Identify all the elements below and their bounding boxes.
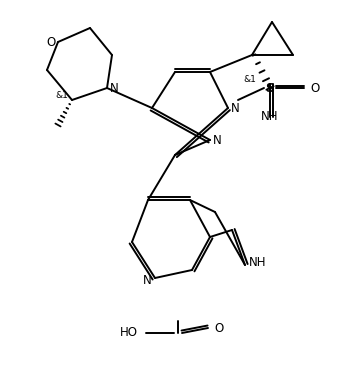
Text: &1: &1 <box>244 75 256 85</box>
Text: NH: NH <box>249 256 267 269</box>
Text: N: N <box>213 134 221 146</box>
Text: O: O <box>214 322 224 335</box>
Text: N: N <box>230 102 239 114</box>
Text: N: N <box>142 275 151 287</box>
Text: N: N <box>110 81 118 95</box>
Text: O: O <box>46 35 56 49</box>
Text: HO: HO <box>120 326 138 340</box>
Text: S: S <box>266 81 275 95</box>
Text: &1: &1 <box>56 92 68 100</box>
Text: NH: NH <box>261 110 279 124</box>
Text: O: O <box>310 81 319 95</box>
